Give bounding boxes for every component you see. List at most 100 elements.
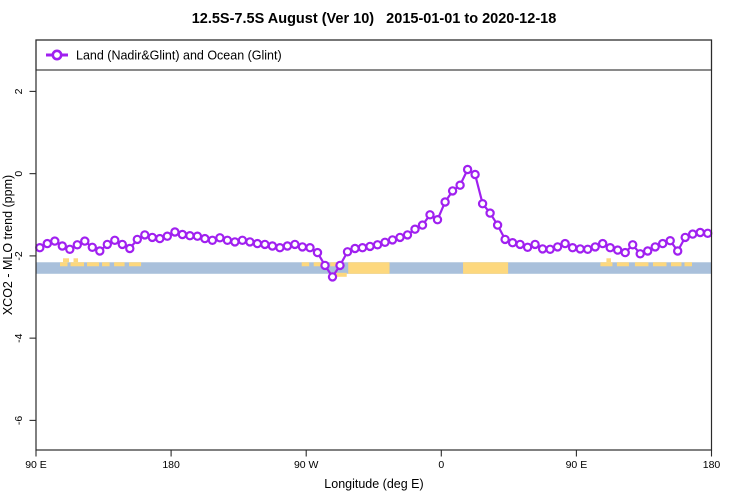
band-land-patch xyxy=(102,262,110,267)
data-point-marker xyxy=(260,239,270,250)
surface-type-band xyxy=(36,258,712,277)
data-point-marker xyxy=(560,238,570,249)
band-land-patch xyxy=(652,262,667,267)
data-point-marker xyxy=(470,169,480,180)
data-point-marker xyxy=(425,210,435,220)
data-point-marker xyxy=(335,260,345,271)
data-point-marker xyxy=(275,242,285,253)
x-tick-label: 90 E xyxy=(566,459,588,471)
y-tick-label: -4 xyxy=(13,333,25,342)
data-point-marker xyxy=(507,237,518,248)
data-point-marker xyxy=(643,246,653,256)
data-point-marker xyxy=(695,227,705,238)
data-point-marker xyxy=(440,197,450,207)
band-land-patch xyxy=(634,262,649,267)
data-point-marker xyxy=(110,235,120,245)
band-land-patch xyxy=(331,272,347,277)
y-tick-label: -6 xyxy=(13,416,25,425)
band-land-segment xyxy=(463,262,509,274)
data-point-marker xyxy=(590,242,600,252)
x-axis-title: Longitude (deg E) xyxy=(324,477,423,491)
data-point-marker xyxy=(380,237,390,247)
data-point-marker xyxy=(537,244,548,254)
data-point-marker xyxy=(80,236,90,246)
data-point-marker xyxy=(42,238,53,249)
data-point-marker xyxy=(552,242,563,252)
data-point-marker xyxy=(155,233,165,244)
data-point-marker xyxy=(500,234,510,245)
data-point-marker xyxy=(215,233,225,243)
legend-sample-marker-icon xyxy=(51,49,63,61)
data-point-marker xyxy=(583,244,593,254)
data-point-marker xyxy=(327,272,338,282)
data-point-marker xyxy=(402,230,413,240)
data-point-marker xyxy=(492,220,503,230)
data-point-marker xyxy=(350,243,360,254)
data-point-marker xyxy=(342,247,353,257)
data-point-marker xyxy=(462,164,473,175)
data-point-marker xyxy=(267,241,278,251)
data-point-marker xyxy=(432,214,443,225)
chart-title: 12.5S-7.5S August (Ver 10) 2015-01-01 to… xyxy=(192,11,557,27)
data-point-marker xyxy=(605,242,615,253)
legend-label: Land (Nadir&Glint) and Ocean (Glint) xyxy=(76,49,282,63)
data-point-marker xyxy=(237,235,248,245)
data-point-marker xyxy=(230,237,240,247)
band-land-patch xyxy=(606,258,611,263)
data-point-marker xyxy=(185,230,195,241)
data-point-marker xyxy=(35,242,45,253)
band-land-segment xyxy=(348,262,390,274)
x-tick-label: 180 xyxy=(162,459,180,471)
band-land-patch xyxy=(129,262,142,267)
axes: 90 E 180 90 W 0 90 E 180 2 0 -2 -4 -6 xyxy=(13,88,720,471)
data-point-marker xyxy=(57,241,68,251)
data-point-marker xyxy=(417,220,428,230)
data-point-marker xyxy=(598,238,608,249)
data-series xyxy=(35,164,713,282)
data-point-marker xyxy=(87,242,98,252)
data-point-marker xyxy=(282,241,293,251)
data-point-marker xyxy=(575,244,585,254)
data-point-marker xyxy=(635,249,645,259)
x-tick-label: 90 W xyxy=(294,459,319,471)
data-point-marker xyxy=(567,242,578,253)
data-point-marker xyxy=(125,243,135,254)
data-point-marker xyxy=(50,236,60,246)
data-point-marker xyxy=(177,229,188,240)
y-tick-label: 0 xyxy=(13,171,25,177)
data-point-marker xyxy=(688,229,698,239)
data-point-marker xyxy=(162,231,172,241)
data-point-marker xyxy=(132,234,142,245)
data-point-marker xyxy=(530,239,540,250)
data-point-marker xyxy=(222,235,233,245)
data-point-marker xyxy=(522,242,533,252)
data-point-marker xyxy=(200,233,210,244)
data-point-marker xyxy=(665,235,675,246)
legend: Land (Nadir&Glint) and Ocean (Glint) xyxy=(35,39,713,71)
data-point-marker xyxy=(207,235,218,245)
data-point-marker xyxy=(140,230,150,240)
data-point-marker xyxy=(357,242,368,253)
data-point-marker xyxy=(395,232,405,243)
data-point-marker xyxy=(290,239,300,250)
band-land-patch xyxy=(70,262,85,267)
y-axis-title: XCO2 - MLO trend (ppm) xyxy=(1,175,15,315)
x-tick-label: 90 E xyxy=(25,459,47,471)
data-point-marker xyxy=(170,227,180,237)
data-point-marker xyxy=(72,240,83,250)
data-point-marker xyxy=(245,237,255,247)
data-point-marker xyxy=(703,228,713,238)
data-point-marker xyxy=(477,198,488,209)
data-point-marker xyxy=(620,247,630,258)
legend-box xyxy=(35,39,713,71)
band-land-patch xyxy=(684,262,692,267)
data-point-marker xyxy=(365,241,375,252)
data-point-marker xyxy=(102,239,113,250)
data-point-marker xyxy=(447,186,458,196)
data-point-marker xyxy=(147,232,157,243)
band-land-patch xyxy=(313,262,326,267)
data-point-marker xyxy=(387,235,398,245)
band-land-patch xyxy=(63,258,70,263)
